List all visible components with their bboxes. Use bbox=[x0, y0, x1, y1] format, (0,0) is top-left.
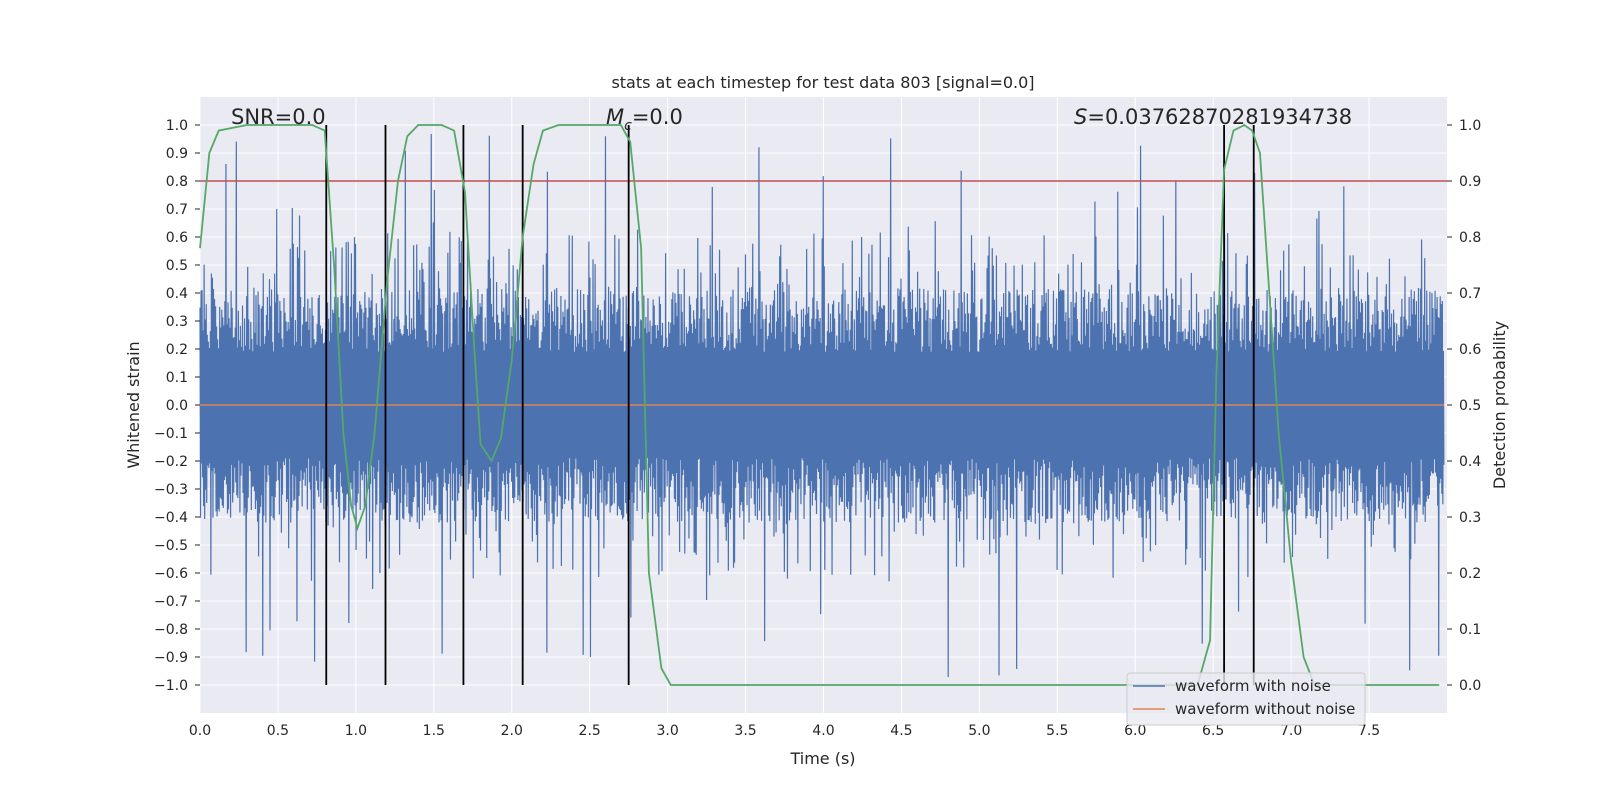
y2-tick-label: 0.5 bbox=[1459, 398, 1481, 414]
legend-label-noise: waveform with noise bbox=[1175, 677, 1331, 695]
x-tick-label: 6.0 bbox=[1124, 723, 1146, 739]
probability-line bbox=[199, 123, 1440, 686]
y-tick-label: 0.5 bbox=[166, 258, 188, 274]
y-tick-label: 0.4 bbox=[166, 286, 188, 302]
legend-label-clean: waveform without noise bbox=[1175, 700, 1355, 718]
x-axis: 0.0 0.5 1.0 1.5 2.0 2.5 3.0 3.5 4.0 4.5 5.0 5.5 6.0 6… bbox=[189, 723, 1380, 739]
y-tick-label: −0.9 bbox=[154, 650, 188, 666]
y-tick-label: −0.2 bbox=[154, 454, 188, 470]
y-tick-label: −0.5 bbox=[154, 538, 188, 554]
legend: waveform with noise waveform without noi… bbox=[1126, 672, 1366, 726]
snr-annotation: SNR=0.0 bbox=[231, 105, 326, 129]
x-tick-label: 3.0 bbox=[656, 723, 678, 739]
y-tick-label: −1.0 bbox=[154, 678, 188, 694]
mc-symbol: M bbox=[606, 105, 624, 129]
x-tick-label: 4.0 bbox=[812, 723, 834, 739]
legend-box bbox=[1126, 672, 1366, 726]
chart-title: stats at each timestep for test data 803… bbox=[611, 73, 1034, 92]
y2-tick-label: 0.3 bbox=[1459, 510, 1481, 526]
y-tick-label: −0.6 bbox=[154, 566, 188, 582]
x-tick-label: 4.5 bbox=[890, 723, 912, 739]
y-tick-label: −0.8 bbox=[154, 622, 188, 638]
y2-tick-label: 0.8 bbox=[1459, 230, 1481, 246]
y-axis-left: 1.0 0.9 0.8 0.7 0.6 0.5 0.4 0.3 0.2 0.1 0.0 −0.1 −0.… bbox=[154, 118, 200, 694]
x-tick-label: 3.5 bbox=[734, 723, 756, 739]
y2-tick-label: 0.6 bbox=[1459, 342, 1481, 358]
y-tick-label: 0.7 bbox=[166, 202, 188, 218]
x-axis-label: Time (s) bbox=[789, 749, 855, 768]
vertical-markers bbox=[325, 125, 1255, 685]
y-tick-label: 0.6 bbox=[166, 230, 188, 246]
x-tick-label: 0.5 bbox=[267, 723, 289, 739]
y-tick-label: −0.4 bbox=[154, 510, 188, 526]
chirp-mass-annotation: Mc=0.0 bbox=[606, 105, 683, 134]
y-tick-label: −0.3 bbox=[154, 482, 188, 498]
y2-tick-label: 0.9 bbox=[1459, 174, 1481, 190]
y-axis-right: 1.0 0.9 0.8 0.7 0.6 0.5 0.4 0.3 0.2 0.1 0.0 bbox=[1447, 118, 1481, 694]
s-annotation: S=0.03762870281934738 bbox=[1074, 105, 1352, 129]
x-tick-label: 7.5 bbox=[1358, 723, 1380, 739]
x-tick-label: 7.0 bbox=[1280, 723, 1302, 739]
y-tick-label: −0.7 bbox=[154, 594, 188, 610]
y-tick-label: 0.3 bbox=[166, 314, 188, 330]
noise-waveform-line bbox=[199, 134, 1445, 678]
y-axis-label: Whitened strain bbox=[124, 341, 143, 468]
y-tick-label: 0.2 bbox=[166, 342, 188, 358]
y2-tick-label: 0.1 bbox=[1459, 622, 1481, 638]
y2-tick-label: 0.4 bbox=[1459, 454, 1481, 470]
y-tick-label: 0.9 bbox=[166, 146, 188, 162]
mc-value: =0.0 bbox=[632, 105, 683, 129]
y-tick-label: 0.8 bbox=[166, 174, 188, 190]
noise-waveform-series bbox=[199, 134, 1445, 678]
x-tick-label: 6.5 bbox=[1202, 723, 1224, 739]
y-tick-label: 1.0 bbox=[166, 118, 188, 134]
y-tick-label: −0.1 bbox=[154, 426, 188, 442]
y2-tick-label: 1.0 bbox=[1459, 118, 1481, 134]
y2-tick-label: 0.7 bbox=[1459, 286, 1481, 302]
x-tick-label: 2.0 bbox=[501, 723, 523, 739]
y2-axis-label: Detection probability bbox=[1490, 321, 1509, 489]
s-value: =0.03762870281934738 bbox=[1087, 105, 1352, 129]
probability-series bbox=[199, 123, 1440, 686]
y-tick-label: 0.0 bbox=[166, 398, 188, 414]
y2-tick-label: 0.2 bbox=[1459, 566, 1481, 582]
s-symbol: S bbox=[1074, 105, 1087, 129]
x-tick-label: 1.5 bbox=[423, 723, 445, 739]
x-tick-label: 1.0 bbox=[345, 723, 367, 739]
y2-tick-label: 0.0 bbox=[1459, 678, 1481, 694]
mc-subscript: c bbox=[624, 118, 632, 134]
x-tick-label: 0.0 bbox=[189, 723, 211, 739]
x-tick-label: 2.5 bbox=[579, 723, 601, 739]
y-tick-label: 0.1 bbox=[166, 370, 188, 386]
x-tick-label: 5.5 bbox=[1046, 723, 1068, 739]
x-tick-label: 5.0 bbox=[968, 723, 990, 739]
